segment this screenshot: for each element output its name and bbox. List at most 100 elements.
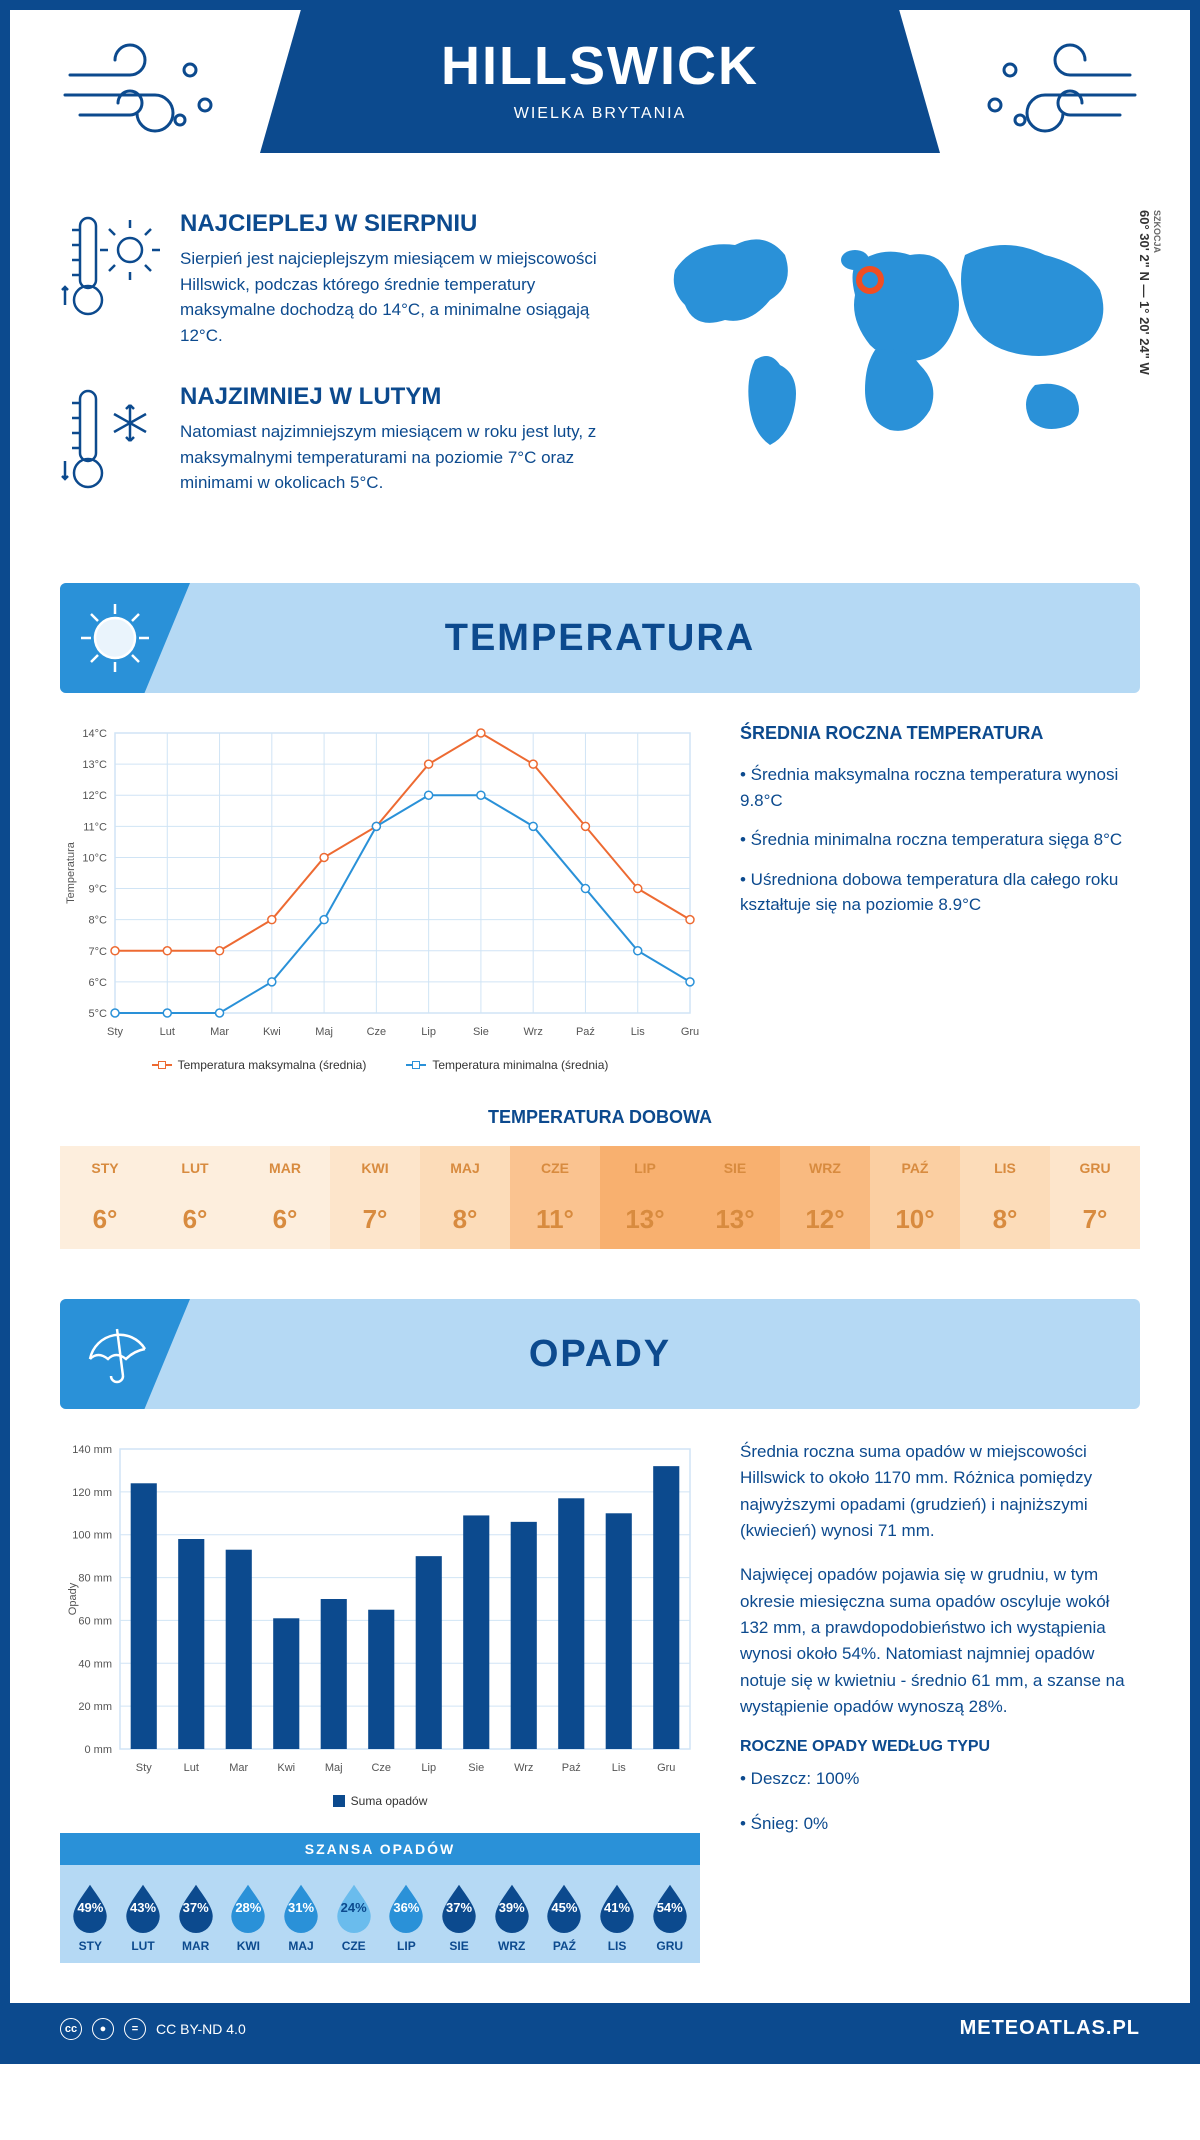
- svg-text:Lis: Lis: [631, 1026, 646, 1038]
- svg-text:Lut: Lut: [160, 1026, 175, 1038]
- svg-text:Sie: Sie: [473, 1026, 489, 1038]
- svg-text:Lip: Lip: [421, 1762, 436, 1774]
- precip-chart: 0 mm20 mm40 mm60 mm80 mm100 mm120 mm140 …: [60, 1439, 700, 1808]
- daily-col: LUT6°: [150, 1146, 240, 1249]
- chance-col: 49% STY: [64, 1881, 117, 1953]
- daily-value: 6°: [60, 1190, 150, 1249]
- raindrop-icon: 28%: [226, 1881, 270, 1933]
- svg-text:40 mm: 40 mm: [78, 1658, 112, 1670]
- raindrop-icon: 37%: [437, 1881, 481, 1933]
- chance-value: 31%: [288, 1900, 314, 1915]
- wind-icon: [970, 35, 1140, 150]
- chance-month: WRZ: [485, 1939, 538, 1953]
- temperature-section-header: TEMPERATURA: [60, 583, 1140, 693]
- raindrop-icon: 36%: [384, 1881, 428, 1933]
- page-subtitle: WIELKA BRYTANIA: [260, 105, 940, 123]
- title-band: HILLSWICK WIELKA BRYTANIA: [260, 10, 940, 153]
- daily-col: CZE11°: [510, 1146, 600, 1249]
- raindrop-icon: 24%: [332, 1881, 376, 1933]
- svg-text:5°C: 5°C: [89, 1008, 108, 1020]
- daily-col: WRZ12°: [780, 1146, 870, 1249]
- hot-text: Sierpień jest najcieplejszym miesiącem w…: [180, 246, 600, 348]
- daily-col: STY6°: [60, 1146, 150, 1249]
- svg-text:120 mm: 120 mm: [72, 1487, 112, 1499]
- chance-value: 49%: [77, 1900, 103, 1915]
- chance-month: LUT: [117, 1939, 170, 1953]
- chance-value: 37%: [446, 1900, 472, 1915]
- raindrop-icon: 43%: [121, 1881, 165, 1933]
- raindrop-icon: 49%: [68, 1881, 112, 1933]
- temperature-chart: 5°C6°C7°C8°C9°C10°C11°C12°C13°C14°CStyLu…: [60, 723, 700, 1072]
- cc-icon: cc: [60, 2018, 82, 2040]
- svg-text:6°C: 6°C: [89, 977, 108, 989]
- legend-max: Temperatura maksymalna (średnia): [178, 1058, 367, 1072]
- license-text: CC BY-ND 4.0: [156, 2021, 246, 2037]
- world-map: SZKOCJA 60° 30' 2" N — 1° 20' 24" W: [630, 210, 1140, 543]
- svg-text:Sty: Sty: [136, 1762, 152, 1774]
- svg-text:Cze: Cze: [367, 1026, 387, 1038]
- daily-col: LIP13°: [600, 1146, 690, 1249]
- hot-title: NAJCIEPLEJ W SIERPNIU: [180, 210, 600, 238]
- svg-text:Gru: Gru: [657, 1762, 675, 1774]
- coords-value: 60° 30' 2" N — 1° 20' 24" W: [1137, 210, 1152, 375]
- svg-text:Kwi: Kwi: [263, 1026, 281, 1038]
- coordinates: SZKOCJA 60° 30' 2" N — 1° 20' 24" W: [1137, 210, 1162, 375]
- svg-text:Lut: Lut: [184, 1762, 199, 1774]
- daily-month: LIS: [960, 1146, 1050, 1190]
- daily-temp-table: STY6°LUT6°MAR6°KWI7°MAJ8°CZE11°LIP13°SIE…: [60, 1146, 1140, 1249]
- chance-value: 39%: [499, 1900, 525, 1915]
- daily-col: KWI7°: [330, 1146, 420, 1249]
- daily-month: LIP: [600, 1146, 690, 1190]
- svg-text:80 mm: 80 mm: [78, 1573, 112, 1585]
- daily-month: LUT: [150, 1146, 240, 1190]
- svg-text:Mar: Mar: [229, 1762, 248, 1774]
- chance-col: 36% LIP: [380, 1881, 433, 1953]
- wind-icon: [60, 35, 230, 150]
- temperature-summary: ŚREDNIA ROCZNA TEMPERATURA • Średnia mak…: [740, 723, 1140, 1072]
- svg-text:11°C: 11°C: [83, 821, 107, 833]
- temperature-legend: Temperatura maksymalna (średnia) Tempera…: [60, 1058, 700, 1072]
- svg-text:100 mm: 100 mm: [72, 1530, 112, 1542]
- precip-chance: SZANSA OPADÓW 49% STY 43% LUT 37% MAR 28…: [60, 1833, 700, 1963]
- chance-value: 54%: [657, 1900, 683, 1915]
- svg-text:13°C: 13°C: [82, 759, 107, 771]
- raindrop-icon: 37%: [174, 1881, 218, 1933]
- svg-text:8°C: 8°C: [89, 915, 108, 927]
- annual-temp-bullet: • Średnia minimalna roczna temperatura s…: [740, 827, 1140, 853]
- precip-legend: Suma opadów: [60, 1794, 700, 1808]
- svg-text:14°C: 14°C: [82, 728, 107, 740]
- svg-text:Kwi: Kwi: [277, 1762, 295, 1774]
- daily-value: 7°: [330, 1190, 420, 1249]
- chance-value: 28%: [235, 1900, 261, 1915]
- region-label: SZKOCJA: [1152, 210, 1162, 371]
- svg-text:Maj: Maj: [315, 1026, 333, 1038]
- daily-col: PAŹ10°: [870, 1146, 960, 1249]
- temperature-title: TEMPERATURA: [445, 617, 756, 660]
- chance-month: STY: [64, 1939, 117, 1953]
- daily-temp-title: TEMPERATURA DOBOWA: [60, 1107, 1140, 1128]
- chance-value: 41%: [604, 1900, 630, 1915]
- chance-month: CZE: [327, 1939, 380, 1953]
- sun-icon: [60, 583, 190, 693]
- svg-text:Sty: Sty: [107, 1026, 123, 1038]
- chance-col: 43% LUT: [117, 1881, 170, 1953]
- chance-title: SZANSA OPADÓW: [60, 1833, 700, 1865]
- svg-text:9°C: 9°C: [89, 884, 108, 896]
- daily-col: MAJ8°: [420, 1146, 510, 1249]
- daily-value: 10°: [870, 1190, 960, 1249]
- daily-value: 12°: [780, 1190, 870, 1249]
- daily-col: LIS8°: [960, 1146, 1050, 1249]
- cold-block: NAJZIMNIEJ W LUTYM Natomiast najzimniejs…: [60, 383, 600, 508]
- raindrop-icon: 39%: [490, 1881, 534, 1933]
- svg-text:Opady: Opady: [67, 1582, 79, 1615]
- daily-month: WRZ: [780, 1146, 870, 1190]
- svg-text:Paź: Paź: [576, 1026, 595, 1038]
- chance-col: 28% KWI: [222, 1881, 275, 1953]
- daily-col: MAR6°: [240, 1146, 330, 1249]
- chance-value: 43%: [130, 1900, 156, 1915]
- chance-month: MAR: [169, 1939, 222, 1953]
- chance-value: 37%: [183, 1900, 209, 1915]
- by-icon: ●: [92, 2018, 114, 2040]
- footer: cc ● = CC BY-ND 4.0 METEOATLAS.PL: [10, 2003, 1190, 2054]
- svg-text:Paź: Paź: [562, 1762, 581, 1774]
